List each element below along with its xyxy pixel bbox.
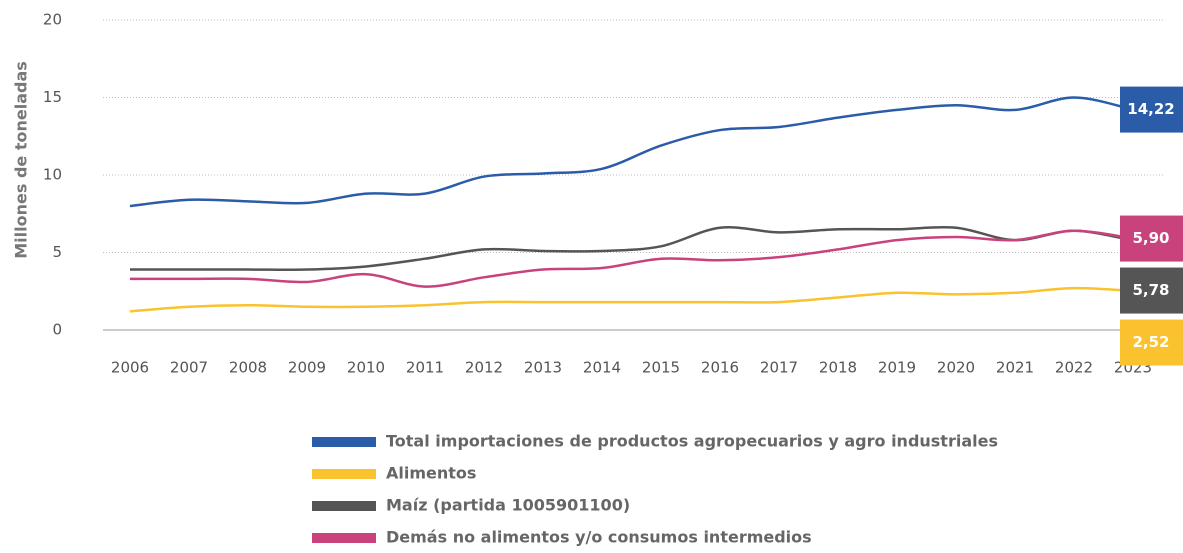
legend-swatch	[312, 437, 376, 447]
end-label-box	[1120, 86, 1183, 133]
end-label: 5,90	[1120, 215, 1183, 262]
x-tick-label: 2012	[465, 359, 503, 377]
x-tick-label: 2009	[288, 359, 326, 377]
x-tick-label: 2021	[996, 359, 1034, 377]
y-tick-label: 20	[43, 11, 62, 29]
end-label: 14,22	[1120, 86, 1183, 133]
legend-label: Demás no alimentos y/o consumos intermed…	[386, 528, 812, 547]
end-label-text: 5,78	[1132, 281, 1169, 299]
end-label: 5,78	[1120, 267, 1183, 314]
legend-label: Total importaciones de productos agropec…	[386, 432, 998, 451]
end-label-box	[1120, 215, 1183, 262]
x-tick-label: 2017	[760, 359, 798, 377]
x-tick-label: 2018	[819, 359, 857, 377]
y-tick-label: 0	[52, 321, 62, 339]
x-tick-label: 2014	[583, 359, 621, 377]
end-label-text: 5,90	[1132, 229, 1169, 247]
x-tick-label: 2011	[406, 359, 444, 377]
end-label-box	[1120, 319, 1183, 366]
legend-label: Alimentos	[386, 464, 476, 483]
x-tick-label: 2013	[524, 359, 562, 377]
end-label-box	[1120, 267, 1183, 314]
y-tick-label: 10	[43, 166, 62, 184]
end-label-text: 14,22	[1127, 100, 1174, 118]
x-tick-label: 2006	[111, 359, 149, 377]
series-line	[129, 225, 1134, 272]
legend-swatch	[312, 533, 376, 543]
y-tick-label: 5	[52, 243, 62, 261]
x-tick-label: 2020	[937, 359, 975, 377]
y-axis-label: Millones de toneladas	[12, 61, 31, 259]
legend-swatch	[312, 469, 376, 479]
y-tick-label: 15	[43, 88, 62, 106]
x-tick-label: 2015	[642, 359, 680, 377]
x-tick-label: 2010	[347, 359, 385, 377]
end-label: 2,52	[1120, 319, 1183, 366]
x-tick-label: 2007	[170, 359, 208, 377]
legend-swatch	[312, 501, 376, 511]
series-line	[129, 286, 1134, 313]
x-tick-label: 2008	[229, 359, 267, 377]
x-tick-label: 2019	[878, 359, 916, 377]
legend-label: Maíz (partida 1005901100)	[386, 496, 630, 515]
end-label-text: 2,52	[1132, 333, 1169, 351]
x-tick-label: 2016	[701, 359, 739, 377]
x-tick-label: 2022	[1055, 359, 1093, 377]
series-line	[129, 96, 1134, 208]
series-line	[130, 229, 1134, 288]
